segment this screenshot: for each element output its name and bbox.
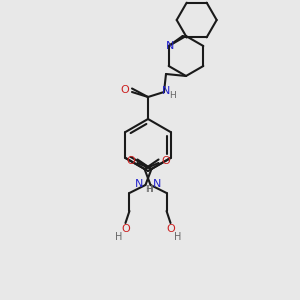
Text: O: O	[161, 156, 170, 166]
Text: H: H	[174, 232, 181, 242]
Text: N: N	[162, 86, 170, 96]
Text: H: H	[145, 185, 152, 194]
Text: H: H	[115, 232, 122, 242]
Text: N: N	[135, 179, 144, 189]
Text: O: O	[126, 156, 135, 166]
Text: H: H	[146, 185, 153, 194]
Text: O: O	[121, 224, 130, 234]
Text: N: N	[153, 179, 162, 189]
Text: O: O	[166, 224, 175, 234]
Text: N: N	[166, 41, 174, 51]
Text: H: H	[169, 91, 176, 100]
Text: O: O	[121, 85, 129, 95]
